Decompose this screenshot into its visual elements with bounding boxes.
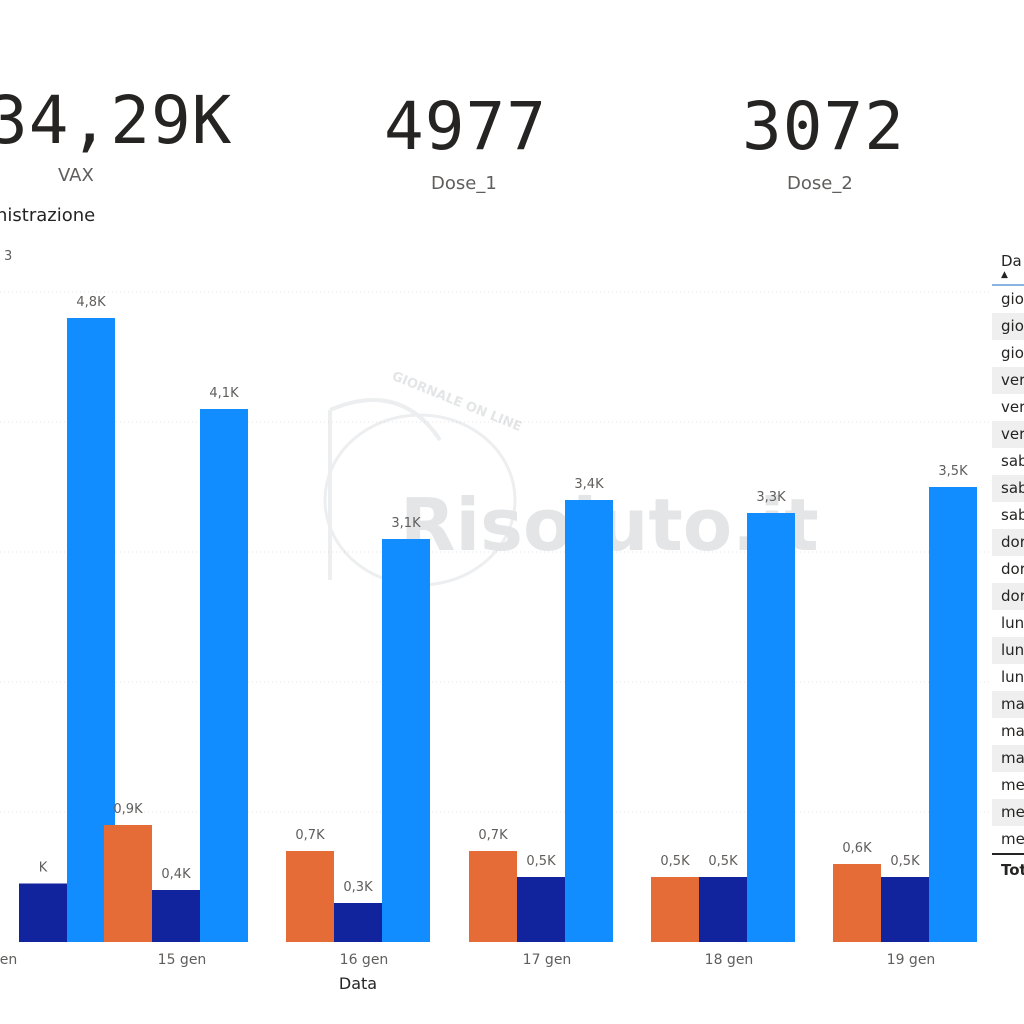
bar[interactable]	[200, 409, 248, 942]
chart-title: nistrazione	[0, 205, 96, 226]
data-label: K	[39, 861, 48, 876]
table-row[interactable]: gio	[992, 313, 1024, 340]
table-row[interactable]: sab	[992, 475, 1024, 502]
watermark-line1: GIORNALE ON LINE	[390, 369, 524, 435]
bar[interactable]	[565, 500, 613, 942]
data-label: 0,7K	[478, 828, 508, 843]
table-header[interactable]: Da ▲	[992, 248, 1024, 286]
data-labels: K 4,8K 0,9K 0,4K 4,1K 0,7K 0,3K 3,1K 0,7K 0,5K 3,4…	[39, 295, 968, 895]
table-total-row: Tot	[992, 853, 1024, 883]
table-row[interactable]: gio	[1001, 290, 1024, 308]
table-row[interactable]: me	[1001, 830, 1024, 848]
bar[interactable]	[699, 877, 747, 942]
bar[interactable]	[286, 851, 334, 942]
bar[interactable]	[104, 825, 152, 942]
data-label: 0,3K	[343, 880, 373, 895]
bar[interactable]	[469, 851, 517, 942]
bar[interactable]	[833, 864, 881, 942]
kpi-dose1-label: Dose_1	[431, 173, 497, 194]
table-row[interactable]: lun	[1001, 614, 1024, 632]
table-row[interactable]: dor	[992, 583, 1024, 610]
table-row[interactable]: ver	[992, 421, 1024, 448]
bar[interactable]	[152, 890, 200, 942]
table-row[interactable]: gio	[1001, 344, 1024, 362]
data-table[interactable]: Da ▲ gio gio gio ver ver ver sab sab sab dor dor do…	[992, 248, 1024, 883]
bars	[19, 318, 977, 942]
data-label: 0,9K	[113, 802, 143, 817]
bar[interactable]	[382, 539, 430, 942]
bar[interactable]	[929, 487, 977, 942]
data-label: 0,5K	[660, 854, 690, 869]
bar[interactable]	[334, 903, 382, 942]
x-tick-label: 15 gen	[158, 952, 207, 968]
table-row[interactable]: sab	[1001, 452, 1024, 470]
data-label: 3,4K	[574, 477, 604, 492]
table-header-label: Da	[1001, 252, 1022, 270]
table-body: gio gio gio ver ver ver sab sab sab dor dor dor lun l…	[992, 286, 1024, 853]
data-label: 3,3K	[756, 490, 786, 505]
data-label: 0,5K	[526, 854, 556, 869]
table-row[interactable]: ma	[992, 745, 1024, 772]
bar[interactable]	[881, 877, 929, 942]
table-row[interactable]: ver	[1001, 398, 1024, 416]
bar[interactable]	[517, 877, 565, 942]
data-label: 0,4K	[161, 867, 191, 882]
table-row[interactable]: dor	[1001, 560, 1024, 578]
kpi-vax-value: 34,29K	[0, 82, 233, 159]
table-row[interactable]: me	[992, 799, 1024, 826]
x-tick-label: 18 gen	[705, 952, 754, 968]
data-label: 0,6K	[842, 841, 872, 856]
table-row[interactable]: sab	[1001, 506, 1024, 524]
x-tick-label: 17 gen	[523, 952, 572, 968]
kpi-vax-label: VAX	[58, 165, 94, 186]
table-row[interactable]: dor	[992, 529, 1024, 556]
gridlines	[0, 291, 990, 813]
table-row[interactable]: ma	[992, 691, 1024, 718]
bar[interactable]	[19, 883, 67, 943]
bar[interactable]	[747, 513, 795, 942]
x-tick-label: gen	[0, 952, 17, 968]
table-row[interactable]: me	[1001, 776, 1024, 794]
x-tick-label: 19 gen	[887, 952, 936, 968]
data-label: 0,7K	[295, 828, 325, 843]
data-label: 3,5K	[938, 464, 968, 479]
table-row[interactable]: ma	[1001, 722, 1024, 740]
kpi-dose2-label: Dose_2	[787, 173, 853, 194]
data-label: 3,1K	[391, 516, 421, 531]
table-row[interactable]: ver	[992, 367, 1024, 394]
data-label: 0,5K	[708, 854, 738, 869]
cropped-data-label: 3	[4, 249, 12, 264]
x-tick-label: 16 gen	[340, 952, 389, 968]
table-row[interactable]: lun	[1001, 668, 1024, 686]
x-axis-ticks: gen 15 gen 16 gen 17 gen 18 gen 19 gen	[0, 952, 935, 968]
x-axis-title: Data	[339, 974, 377, 993]
sort-ascending-icon[interactable]: ▲	[1001, 270, 1008, 280]
data-label: 4,1K	[209, 386, 239, 401]
kpi-dose2-value: 3072	[742, 88, 905, 165]
bar[interactable]	[651, 877, 699, 942]
table-row[interactable]: lun	[992, 637, 1024, 664]
data-label: 4,8K	[76, 295, 106, 310]
data-label: 0,5K	[890, 854, 920, 869]
kpi-dose1-value: 4977	[384, 88, 547, 165]
